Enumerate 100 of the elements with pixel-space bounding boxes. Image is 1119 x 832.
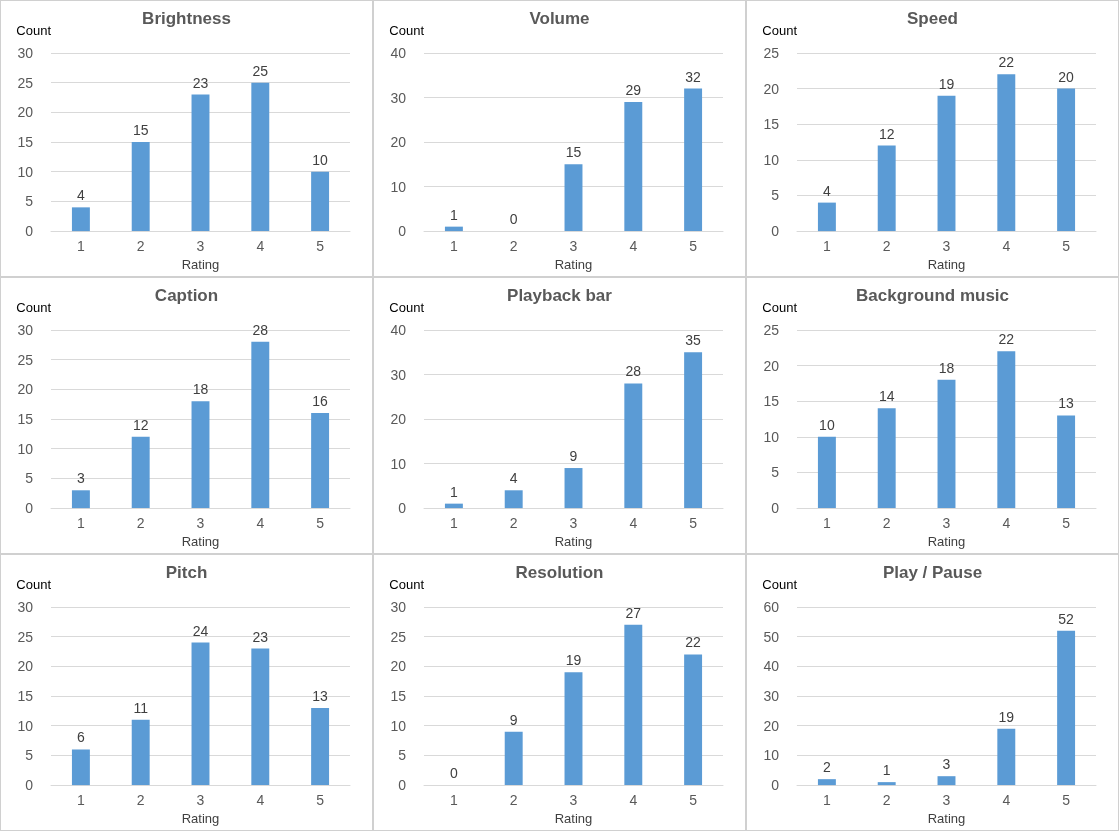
x-tick-label: 5: [316, 515, 325, 532]
bar: [937, 776, 956, 786]
data-label: 22: [998, 54, 1015, 71]
y-tick-label: 20: [17, 104, 34, 121]
y-tick-label: 10: [763, 151, 780, 168]
bar: [131, 719, 150, 786]
bar: [877, 408, 896, 509]
y-tick-label: 25: [17, 74, 34, 91]
bar: [131, 436, 150, 509]
bar: [191, 94, 210, 232]
bar: [251, 648, 270, 786]
y-axis-title: Count: [762, 577, 798, 592]
y-tick-label: 20: [390, 658, 407, 675]
x-axis-title: Rating: [927, 811, 966, 826]
data-label: 35: [685, 332, 702, 349]
x-tick-label: 5: [689, 238, 698, 255]
data-label: 28: [625, 363, 642, 380]
y-tick-label: 15: [763, 393, 780, 410]
x-tick-label: 2: [509, 792, 518, 809]
bar: [937, 379, 956, 509]
bar: [564, 164, 583, 232]
x-tick-label: 1: [450, 238, 458, 255]
y-tick-label: 5: [771, 187, 780, 204]
data-label: 4: [509, 470, 518, 487]
data-label: 19: [565, 652, 582, 669]
y-tick-label: 10: [390, 717, 407, 734]
y-tick-label: 30: [763, 688, 780, 705]
y-tick-label: 5: [25, 193, 34, 210]
y-tick-label: 15: [17, 411, 34, 428]
y-axis-title: Count: [389, 300, 425, 315]
data-label: 6: [77, 729, 85, 746]
x-tick-label: 4: [256, 238, 265, 255]
data-label: 3: [942, 756, 951, 773]
x-tick-label: 1: [77, 515, 85, 532]
x-tick-label: 1: [823, 792, 831, 809]
y-tick-label: 0: [771, 777, 780, 794]
y-tick-label: 40: [390, 45, 407, 61]
data-label: 10: [312, 151, 329, 168]
data-label: 13: [312, 687, 329, 704]
x-tick-label: 4: [629, 792, 638, 809]
x-tick-label: 2: [136, 515, 145, 532]
data-label: 1: [450, 206, 458, 223]
data-label: 9: [509, 711, 518, 728]
y-tick-label: 0: [398, 223, 407, 240]
bar: [684, 88, 703, 232]
bar: [877, 145, 896, 232]
chart-title: Pitch: [165, 563, 208, 582]
data-label: 23: [252, 628, 269, 645]
y-tick-label: 25: [763, 45, 780, 61]
bar: [624, 624, 643, 786]
x-tick-label: 3: [196, 515, 205, 532]
bar: [997, 74, 1016, 232]
y-axis-title: Count: [762, 300, 798, 315]
y-tick-label: 20: [17, 658, 34, 675]
x-tick-label: 4: [1002, 515, 1011, 532]
x-tick-label: 1: [77, 238, 85, 255]
data-label: 18: [192, 381, 209, 398]
bar: [817, 436, 836, 509]
x-axis-title: Rating: [181, 257, 220, 272]
x-tick-label: 3: [569, 792, 578, 809]
bar: [1057, 630, 1076, 786]
x-tick-label: 2: [509, 238, 518, 255]
y-axis-title: Count: [16, 577, 52, 592]
y-tick-label: 10: [17, 163, 34, 180]
bar: [684, 352, 703, 509]
bar: [624, 101, 643, 232]
x-tick-label: 3: [942, 515, 951, 532]
data-label: 20: [1058, 68, 1075, 85]
x-axis-title: Rating: [554, 534, 593, 549]
x-tick-label: 2: [136, 792, 145, 809]
x-tick-label: 4: [256, 792, 265, 809]
x-tick-label: 4: [256, 515, 265, 532]
x-tick-label: 5: [1062, 792, 1071, 809]
y-tick-label: 25: [17, 351, 34, 368]
bar: [997, 351, 1016, 509]
y-tick-label: 20: [390, 411, 407, 428]
y-tick-label: 10: [17, 440, 34, 457]
y-tick-label: 20: [763, 717, 780, 734]
x-tick-label: 3: [569, 238, 578, 255]
y-tick-label: 5: [25, 747, 34, 764]
y-tick-label: 15: [17, 688, 34, 705]
y-axis-title: Count: [16, 23, 52, 38]
y-tick-label: 10: [763, 428, 780, 445]
data-label: 19: [938, 75, 955, 92]
y-tick-label: 15: [763, 116, 780, 133]
y-tick-label: 30: [390, 89, 407, 106]
data-label: 4: [77, 187, 85, 204]
x-tick-label: 3: [196, 792, 205, 809]
x-tick-label: 5: [1062, 515, 1071, 532]
data-label: 27: [625, 604, 642, 621]
y-tick-label: 0: [25, 777, 34, 794]
y-axis-title: Count: [389, 577, 425, 592]
data-label: 15: [565, 144, 582, 161]
y-tick-label: 10: [390, 178, 407, 195]
x-tick-label: 3: [196, 238, 205, 255]
y-tick-label: 0: [771, 223, 780, 240]
y-tick-label: 20: [763, 80, 780, 97]
bar: [444, 226, 463, 232]
y-tick-label: 30: [17, 45, 34, 61]
y-tick-label: 25: [763, 322, 780, 338]
